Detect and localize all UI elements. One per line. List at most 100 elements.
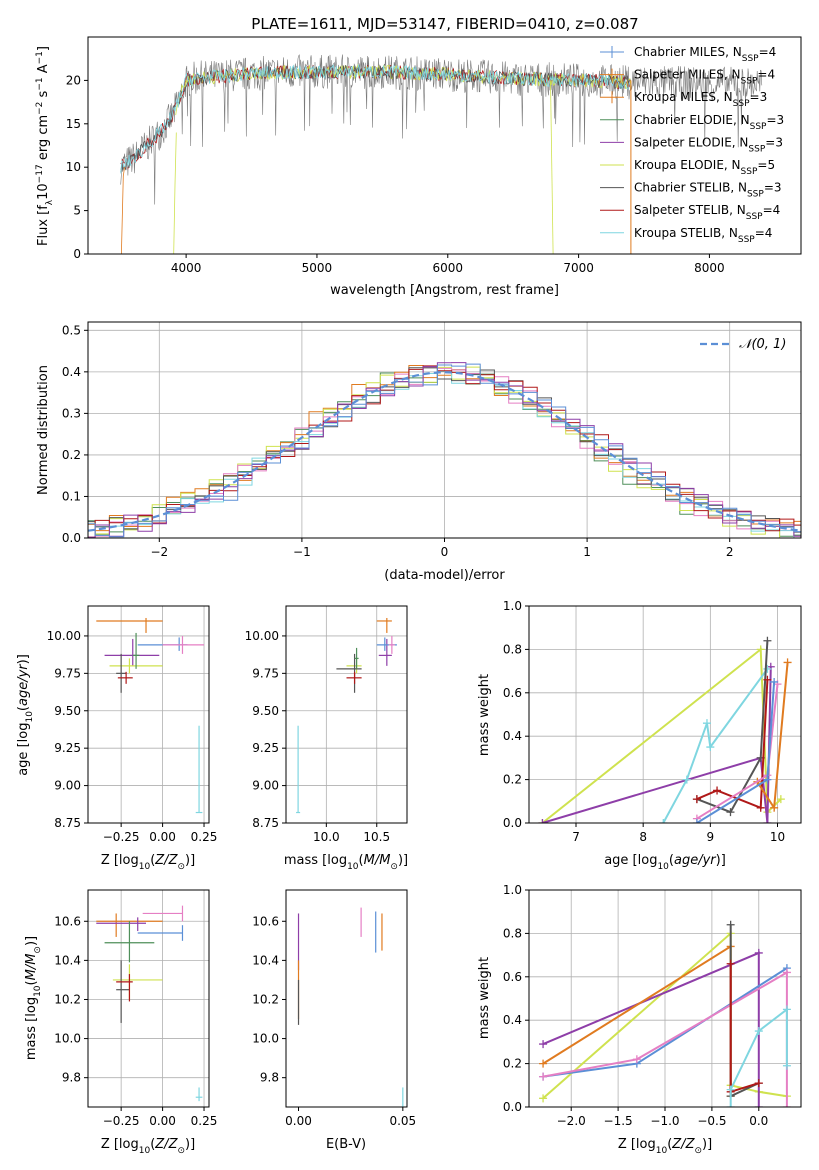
y-axis-label: mass weight xyxy=(477,957,492,1039)
plot-area xyxy=(120,54,763,254)
weight-marker xyxy=(754,1079,763,1088)
x-tick-label: 0.25 xyxy=(191,830,218,844)
x-tick-label: 10.0 xyxy=(313,830,340,844)
weight-line xyxy=(729,924,760,1098)
histogram-step xyxy=(88,362,801,538)
x-tick-label: −1.5 xyxy=(604,1114,633,1128)
plot-area xyxy=(96,905,203,1102)
x-tick-label: 0.00 xyxy=(285,1114,312,1128)
legend-label: 𝒩(0, 1) xyxy=(739,337,786,352)
weight-marker xyxy=(726,1103,735,1107)
legend-label: Kroupa ELODIE, NSSP=5 xyxy=(634,158,775,177)
spectrum-edge-line xyxy=(550,80,554,254)
weight-marker xyxy=(692,819,701,823)
y-tick-label: 0.0 xyxy=(62,531,81,545)
axes-weights-vs-age: 7 8 9 10 0.0 0.2 0.4 0.6 0.8 1.0 xyxy=(503,599,802,844)
y-tick-label: 9.8 xyxy=(62,1071,81,1085)
x-tick-label: 0.25 xyxy=(191,1114,218,1128)
weight-marker xyxy=(706,743,715,752)
y-tick-label: 0.1 xyxy=(62,489,81,503)
weight-marker xyxy=(754,1027,763,1036)
legend-label: Salpeter ELODIE, NSSP=3 xyxy=(634,135,783,154)
x-tick-label: 0 xyxy=(441,545,449,559)
y-tick-label: 10.6 xyxy=(54,914,81,928)
y-tick-label: 10.2 xyxy=(54,992,81,1006)
axes-age-vs-mass: 10.0 10.5 8.75 9.00 9.25 9.50 9.75 10.00 xyxy=(245,605,408,844)
axes-weights-vs-Z: −2.0 −1.5 −1.0 −0.5 0.0 0.0 0.2 0.4 0.6 0.8 1.0 xyxy=(503,883,802,1128)
legend-label: Chabrier ELODIE, NSSP=3 xyxy=(634,113,784,132)
legend-label: Kroupa MILES, NSSP=3 xyxy=(634,90,767,109)
y-tick-label: 10.6 xyxy=(252,914,279,928)
weight-marker xyxy=(782,968,791,977)
y-tick-label: 9.00 xyxy=(252,779,279,793)
axes-spectrum: 4000 5000 6000 7000 8000 0 5 10 15 20 xyxy=(66,36,802,275)
histogram-step xyxy=(88,363,801,538)
weight-marker xyxy=(713,786,722,795)
weight-line xyxy=(696,640,769,814)
y-tick-label: 10.4 xyxy=(54,953,81,967)
legend: Chabrier MILES, NSSP=4 Salpeter MILES, NS… xyxy=(600,45,784,245)
plot-area xyxy=(96,617,205,814)
y-tick-label: 0.6 xyxy=(503,686,522,700)
x-axis-label: (data-model)/error xyxy=(384,568,505,583)
y-tick-label: 10.4 xyxy=(252,953,279,967)
axes-mass-vs-Z: −0.25 0.00 0.25 9.8 10.0 10.2 10.4 10.6 xyxy=(54,889,218,1128)
y-tick-label: 0.6 xyxy=(503,970,522,984)
axes-frame xyxy=(528,605,802,824)
plot-area xyxy=(539,920,791,1107)
y-tick-label: 8.75 xyxy=(252,816,279,830)
weight-marker xyxy=(763,675,772,684)
weight-marker xyxy=(756,803,765,812)
y-tick-label: 0.8 xyxy=(503,926,522,940)
figure-title: PLATE=1611, MJD=53147, FIBERID=0410, z=0… xyxy=(251,15,638,33)
x-tick-label: 5000 xyxy=(302,261,333,275)
weight-marker xyxy=(692,795,701,804)
y-tick-label: 0.2 xyxy=(62,448,81,462)
legend-label: Salpeter MILES, NSSP=4 xyxy=(634,68,775,87)
spectrum-edge-line xyxy=(121,167,125,254)
x-tick-label: 9 xyxy=(707,830,715,844)
x-tick-label: −0.25 xyxy=(103,1114,140,1128)
y-tick-label: 0.0 xyxy=(503,816,522,830)
weight-marker xyxy=(783,658,792,667)
y-tick-label: 20 xyxy=(66,73,81,87)
weight-marker xyxy=(659,819,668,823)
weight-marker xyxy=(782,1061,791,1070)
y-tick-label: 0.4 xyxy=(503,729,522,743)
weight-marker xyxy=(682,775,691,784)
x-tick-label: 1 xyxy=(583,545,591,559)
weight-marker xyxy=(754,1103,763,1107)
weight-marker xyxy=(782,1005,791,1014)
weight-marker xyxy=(770,803,779,812)
x-axis-label: age [log10(age/yr)] xyxy=(604,853,726,872)
axes-frame xyxy=(87,889,210,1108)
weight-marker xyxy=(770,677,779,686)
x-axis-label: mass [log10(M/M⊙)] xyxy=(284,853,408,872)
weight-marker xyxy=(763,775,772,784)
y-tick-label: 9.8 xyxy=(260,1071,279,1085)
weight-marker xyxy=(782,1103,791,1107)
x-axis-label: Z [log10(Z/Z⊙)] xyxy=(618,1137,712,1156)
y-tick-label: 9.50 xyxy=(54,704,81,718)
weight-marker xyxy=(726,959,735,968)
x-tick-label: 4000 xyxy=(171,261,202,275)
x-tick-label: 7000 xyxy=(563,261,594,275)
axes-frame xyxy=(87,605,210,824)
y-axis-label: mass [log10(M/M⊙)] xyxy=(24,936,43,1060)
plot-area xyxy=(538,636,792,823)
x-tick-label: 10 xyxy=(770,830,785,844)
y-tick-label: 0.2 xyxy=(503,1057,522,1071)
y-tick-label: 10.0 xyxy=(252,1032,279,1046)
legend-label: Salpeter STELIB, NSSP=4 xyxy=(634,203,780,222)
x-tick-label: 0.0 xyxy=(749,1114,768,1128)
y-tick-label: 0.4 xyxy=(62,365,81,379)
y-tick-label: 0.5 xyxy=(62,323,81,337)
x-axis-label: E(B-V) xyxy=(326,1137,366,1152)
legend-label: Chabrier MILES, NSSP=4 xyxy=(634,45,776,64)
y-tick-label: 10 xyxy=(66,160,81,174)
y-tick-label: 9.25 xyxy=(54,741,81,755)
weight-marker xyxy=(754,948,763,957)
weight-line xyxy=(662,668,769,823)
y-tick-label: 5 xyxy=(73,204,81,218)
